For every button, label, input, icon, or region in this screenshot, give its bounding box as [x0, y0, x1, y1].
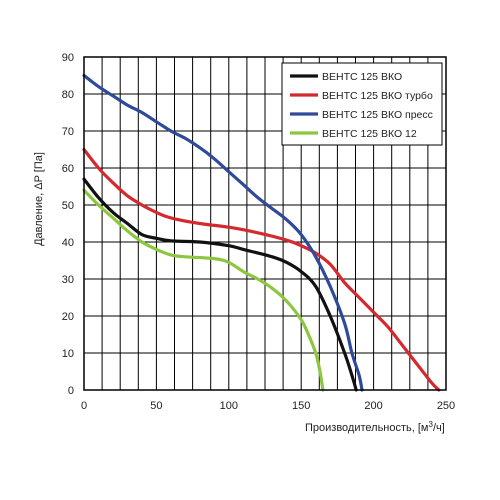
- x-tick-label: 250: [437, 400, 455, 412]
- y-axis-label: Давление, ΔP [Па]: [33, 152, 45, 246]
- x-tick-label: 150: [292, 400, 310, 412]
- y-tick-label: 10: [62, 348, 74, 360]
- series-line-4: [82, 188, 325, 392]
- x-tick-labels: 0 50 100 150 200 250: [81, 400, 455, 412]
- y-tick-label: 70: [62, 126, 74, 138]
- y-tick-label: 60: [62, 163, 74, 175]
- y-tick-label: 80: [62, 89, 74, 101]
- series-line-2: [82, 147, 441, 392]
- y-tick-label: 0: [68, 385, 74, 397]
- series-line-1: [82, 177, 358, 392]
- legend: ВЕНТС 125 ВКО ВЕНТС 125 ВКО турбо ВЕНТС 12…: [281, 62, 443, 146]
- x-axis-label-main: Производительность, [м: [305, 422, 429, 434]
- x-tick-label: 200: [364, 400, 382, 412]
- series-line-3: [82, 73, 364, 392]
- y-tick-labels: 0 10 20 30 40 50 60 70 80 90: [62, 52, 74, 397]
- y-tick-label: 20: [62, 311, 74, 323]
- y-tick-label: 50: [62, 200, 74, 212]
- legend-items: ВЕНТС 125 ВКО ВЕНТС 125 ВКО турбо ВЕНТС 12…: [290, 71, 433, 140]
- x-axis-label: Производительность, [м3/ч]: [305, 420, 445, 434]
- y-tick-label: 90: [62, 52, 74, 64]
- x-tick-label: 50: [150, 400, 162, 412]
- y-tick-label: 40: [62, 237, 74, 249]
- plot-frame: [83, 56, 447, 391]
- legend-label-1: ВЕНТС 125 ВКО: [322, 71, 402, 83]
- legend-label-2: ВЕНТС 125 ВКО турбо: [322, 90, 433, 102]
- x-axis-label-tail: /ч]: [433, 422, 445, 434]
- y-tick-label: 30: [62, 274, 74, 286]
- legend-label-4: ВЕНТС 125 ВКО 12: [322, 128, 417, 140]
- x-tick-label: 100: [220, 400, 238, 412]
- x-axis-label-superscript: 3: [429, 420, 434, 429]
- x-tick-label: 0: [81, 400, 87, 412]
- series-lines: [82, 73, 441, 392]
- legend-label-3: ВЕНТС 125 ВКО пресс: [322, 109, 433, 121]
